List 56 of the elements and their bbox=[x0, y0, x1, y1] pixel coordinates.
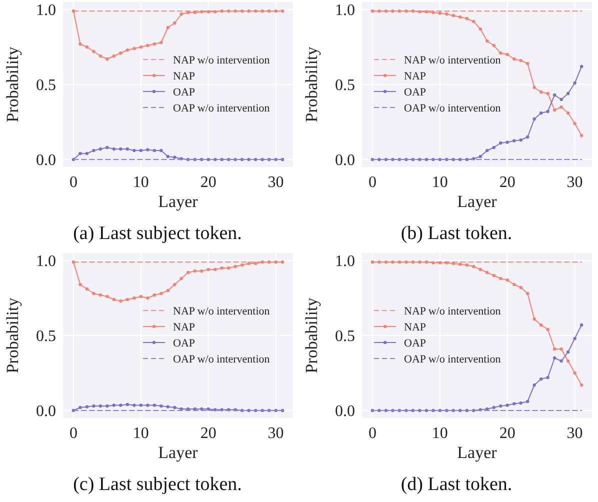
text: (d) Last token. bbox=[400, 474, 512, 495]
x-tick-label: 30 bbox=[566, 425, 583, 442]
legend-label: OAP bbox=[404, 337, 426, 350]
x-tick-label: 10 bbox=[132, 425, 149, 442]
legend-label: OAP w/o intervention bbox=[404, 102, 502, 114]
y-axis-title: Probability bbox=[302, 297, 321, 374]
y-tick-label: 1.0 bbox=[335, 2, 355, 20]
x-tick-label: 10 bbox=[432, 174, 448, 191]
text: (a) Last subject token. bbox=[73, 223, 242, 244]
x-tick-label: 20 bbox=[499, 174, 516, 191]
x-tick-label: 30 bbox=[268, 174, 284, 191]
x-tick-label: 0 bbox=[368, 174, 376, 191]
x-tick-label: 30 bbox=[566, 174, 583, 191]
legend-label: NAP w/o intervention bbox=[173, 305, 270, 318]
legend-label: NAP w/o intervention bbox=[404, 54, 502, 66]
legend-label: NAP bbox=[404, 70, 426, 82]
legend-label: OAP bbox=[173, 86, 196, 98]
x-tick-label: 30 bbox=[268, 425, 284, 442]
x-tick-label: 0 bbox=[69, 425, 78, 442]
y-axis-title: Probability bbox=[3, 46, 22, 122]
x-axis-title: Layer bbox=[158, 443, 198, 462]
y-tick-label: 0.5 bbox=[36, 328, 56, 346]
legend-label: OAP w/o intervention bbox=[404, 353, 502, 366]
legend-label: OAP w/o intervention bbox=[173, 353, 270, 366]
legend-label: NAP bbox=[173, 321, 196, 334]
x-tick-label: 20 bbox=[200, 174, 216, 191]
y-tick-label: 0.5 bbox=[36, 77, 56, 94]
legend-label: OAP w/o intervention bbox=[173, 102, 270, 114]
y-tick-label: 1.0 bbox=[36, 253, 56, 270]
x-axis-title: Layer bbox=[457, 443, 498, 462]
x-tick-label: 20 bbox=[499, 425, 516, 442]
legend-label: OAP bbox=[404, 86, 426, 98]
legend-label: NAP bbox=[404, 321, 426, 334]
y-tick-label: 0.0 bbox=[36, 152, 56, 170]
text: (b) Last token. bbox=[400, 223, 512, 244]
y-axis-title: Probability bbox=[302, 46, 321, 122]
legend-label: NAP w/o intervention bbox=[173, 54, 270, 66]
x-tick-label: 10 bbox=[132, 174, 149, 191]
y-tick-label: 1.0 bbox=[36, 2, 56, 20]
x-tick-label: 0 bbox=[368, 425, 376, 442]
legend-label: NAP bbox=[173, 70, 196, 82]
x-axis-title: Layer bbox=[158, 192, 198, 211]
y-tick-label: 0.5 bbox=[335, 328, 355, 346]
y-axis-title: Probability bbox=[3, 297, 22, 374]
y-tick-label: 0.5 bbox=[335, 77, 355, 94]
legend-label: OAP bbox=[173, 337, 196, 350]
x-tick-label: 20 bbox=[200, 425, 216, 442]
x-tick-label: 0 bbox=[69, 174, 78, 191]
y-tick-label: 0.0 bbox=[335, 152, 355, 170]
text: (c) Last subject token. bbox=[73, 474, 242, 495]
y-tick-label: 1.0 bbox=[335, 253, 355, 270]
x-tick-label: 10 bbox=[432, 425, 448, 442]
y-tick-label: 0.0 bbox=[335, 403, 355, 420]
legend-label: NAP w/o intervention bbox=[404, 305, 502, 318]
x-axis-title: Layer bbox=[457, 192, 498, 211]
y-tick-label: 0.0 bbox=[36, 403, 56, 420]
